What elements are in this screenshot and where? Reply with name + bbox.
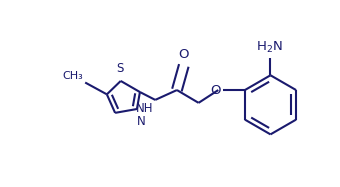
Text: H$_2$N: H$_2$N [256, 39, 283, 55]
Text: NH: NH [136, 102, 153, 115]
Text: O: O [178, 48, 189, 62]
Text: S: S [116, 62, 123, 75]
Text: CH₃: CH₃ [63, 70, 83, 81]
Text: N: N [136, 115, 145, 128]
Text: O: O [211, 84, 221, 96]
